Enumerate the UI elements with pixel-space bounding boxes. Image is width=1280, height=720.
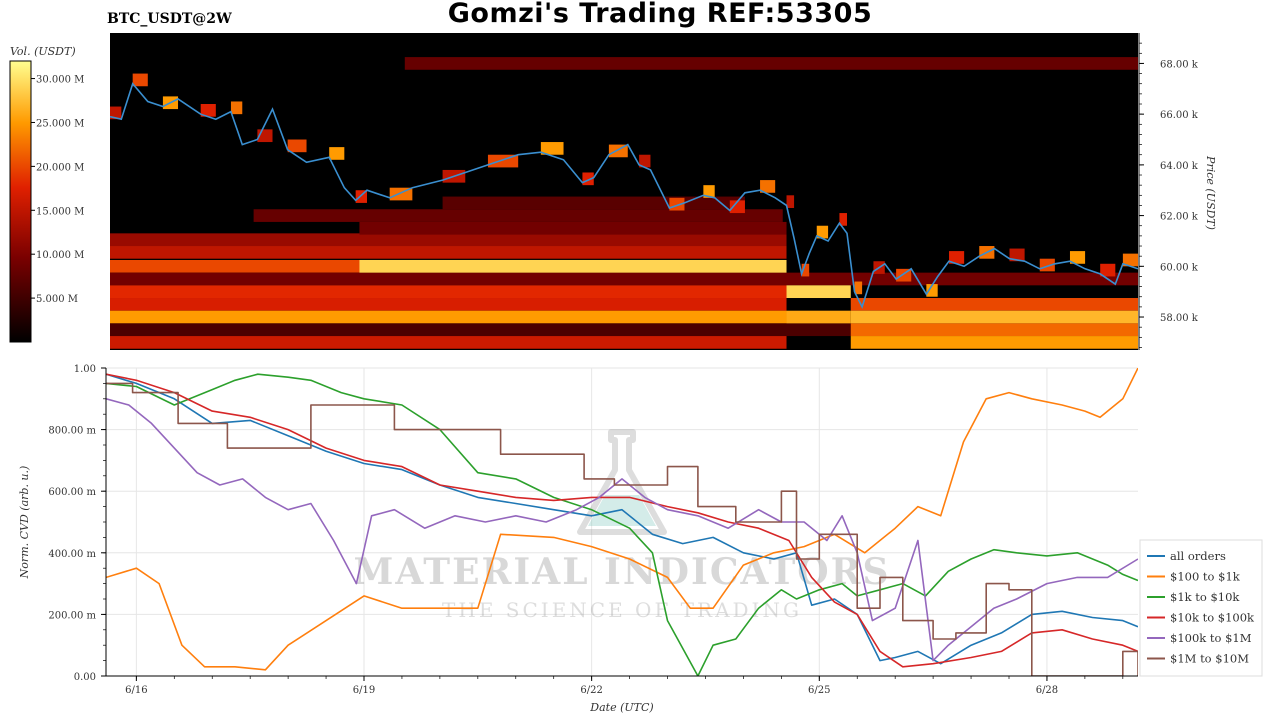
- price-volume-cell: [926, 284, 938, 297]
- cvd-x-tick-label: 6/28: [1036, 685, 1058, 696]
- volume-band: [110, 310, 787, 324]
- colorbar-tick-label: 20.000 M: [36, 162, 84, 173]
- price-tick-label: 60.00 k: [1160, 262, 1199, 273]
- volume-band: [359, 221, 787, 235]
- volume-band: [253, 209, 783, 222]
- price-tick-label: 58.00 k: [1160, 313, 1199, 324]
- volume-band: [850, 336, 1138, 349]
- price-volume-cell: [582, 172, 594, 186]
- price-volume-cell: [329, 147, 345, 160]
- cvd-series-line: [106, 368, 1138, 671]
- cvd-series-line: [106, 398, 1138, 662]
- cvd-y-tick-label: 800.00 m: [48, 426, 96, 437]
- price-volume-cell: [230, 101, 243, 115]
- volume-band: [110, 336, 787, 349]
- volume-band: [850, 323, 1138, 337]
- cvd-background: [106, 368, 1138, 676]
- price-volume-cell: [1009, 248, 1025, 262]
- price-volume-cell: [854, 281, 863, 295]
- watermark-sub: THE SCIENCE OF TRADING: [442, 598, 802, 622]
- cvd-y-tick-label: 1.00: [74, 364, 96, 375]
- volume-band: [850, 298, 1138, 311]
- volume-band: [404, 57, 1138, 70]
- price-volume-cell: [1100, 263, 1116, 277]
- price-line: [110, 82, 1138, 310]
- price-volume-cell: [355, 190, 367, 203]
- volume-band: [442, 196, 745, 210]
- cvd-x-axis-label: Date (UTC): [589, 701, 653, 714]
- price-tick-label: 66.00 k: [1160, 110, 1199, 121]
- colorbar-tick-label: 30.000 M: [36, 75, 84, 86]
- cvd-series-line: [106, 373, 1138, 665]
- cvd-x-tick-label: 6/25: [808, 685, 830, 696]
- colorbar-label: Vol. (USDT): [10, 45, 76, 58]
- price-tick-label: 64.00 k: [1160, 161, 1199, 172]
- volume-band: [359, 259, 787, 273]
- cvd-y-tick-label: 400.00 m: [48, 549, 96, 560]
- price-volume-cell: [949, 251, 965, 264]
- price-volume-cell: [287, 139, 307, 153]
- cvd-y-tick-label: 0.00: [74, 672, 96, 683]
- colorbar-tick-label: 10.000 M: [36, 250, 84, 261]
- cvd-y-axis-label: Norm. CVD (arb. u.): [18, 466, 31, 580]
- volume-band: [110, 272, 1138, 286]
- volume-band: [110, 246, 787, 259]
- legend-label: $10k to $100k: [1170, 611, 1255, 625]
- pair-label: BTC_USDT@2W: [107, 11, 232, 27]
- cvd-y-tick-label: 600.00 m: [48, 487, 96, 498]
- cvd-x-tick-label: 6/19: [353, 685, 375, 696]
- cvd-panel: MATERIAL INDICATORS THE SCIENCE OF TRADI…: [18, 364, 1263, 714]
- colorbar-tick-label: 5.000 M: [36, 294, 78, 305]
- price-volume-cell: [1122, 253, 1138, 267]
- cvd-y-tick-label: 200.00 m: [48, 610, 96, 621]
- price-volume-cell: [786, 195, 795, 208]
- volume-band: [110, 298, 787, 311]
- legend-label: all orders: [1170, 549, 1226, 563]
- colorbar-gradient: [9, 60, 32, 343]
- colorbar-tick-label: 25.000 M: [36, 118, 84, 129]
- price-volume-cell: [110, 106, 122, 120]
- legend-label: $1M to $10M: [1170, 652, 1249, 666]
- cvd-series-line: [106, 373, 1138, 676]
- price-axis-label: Price (USDT): [1204, 155, 1217, 230]
- cvd-series-line: [106, 382, 1138, 676]
- price-volume-cell: [132, 73, 148, 87]
- legend-label: $100k to $1M: [1170, 631, 1252, 645]
- price-volume-cell: [816, 225, 829, 239]
- cvd-x-tick-label: 6/16: [125, 685, 147, 696]
- legend-label: $1k to $10k: [1170, 590, 1240, 604]
- heatmap-panel: 58.00 k 60.00 k 62.00 k 64.00 k 66.00 k 68.00…: [110, 33, 1217, 350]
- cvd-x-tick-label: 6/22: [580, 685, 602, 696]
- price-tick-label: 68.00 k: [1160, 59, 1199, 70]
- price-tick-label: 62.00 k: [1160, 212, 1199, 223]
- price-volume-cell: [540, 142, 564, 155]
- legend-box: [1139, 539, 1263, 677]
- volume-band: [110, 285, 787, 299]
- cvd-series-line: [106, 373, 1138, 668]
- volume-band: [110, 233, 787, 247]
- price-volume-cell: [1069, 251, 1086, 264]
- volume-band: [786, 310, 851, 324]
- watermark: MATERIAL INDICATORS THE SCIENCE OF TRADI…: [353, 429, 889, 622]
- colorbar: Vol. (USDT) 5.000 M 10.000 M 15.000 M 20.00…: [9, 45, 84, 343]
- legend: all orders $100 to $1k $1k to $10k $10k to …: [1139, 539, 1263, 677]
- colorbar-tick-label: 15.000 M: [36, 206, 84, 217]
- price-volume-cell: [729, 200, 745, 214]
- price-volume-cell: [839, 213, 847, 226]
- chart-title: Gomzi's Trading REF:53305: [447, 0, 873, 29]
- price-volume-cell: [760, 180, 776, 193]
- price-volume-cell: [639, 154, 651, 168]
- volume-band: [850, 310, 1138, 324]
- price-volume-cell: [200, 104, 216, 117]
- price-volume-cell: [801, 263, 810, 277]
- price-volume-cell: [703, 185, 715, 198]
- legend-label: $100 to $1k: [1170, 570, 1241, 584]
- volume-band: [786, 285, 851, 299]
